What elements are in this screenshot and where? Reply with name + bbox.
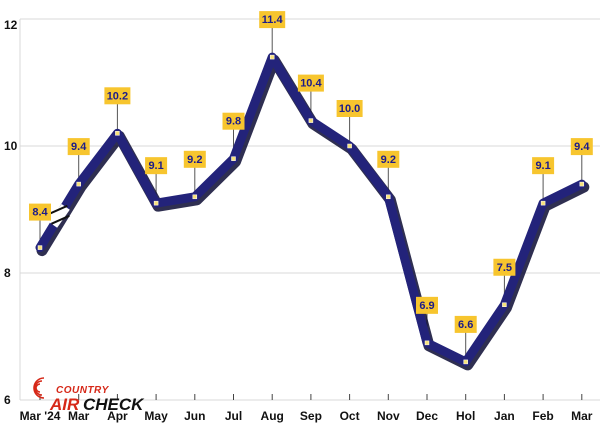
data-label: 10.0 (336, 100, 363, 117)
x-tick-label: Apr (107, 409, 128, 423)
data-point-marker (76, 181, 81, 187)
data-label-box (145, 157, 168, 175)
axis-break-slash-2 (50, 214, 70, 225)
x-tick-label: Feb (532, 409, 553, 423)
x-tick-label: Jul (225, 409, 242, 423)
data-label: 6.9 (416, 296, 438, 314)
data-label-box (454, 315, 477, 333)
x-tick-label: May (144, 409, 168, 423)
data-point-marker (37, 245, 43, 250)
data-label: 8.4 (29, 203, 51, 221)
data-label-text: 6.6 (458, 319, 473, 331)
data-label: 10.2 (104, 87, 131, 105)
data-label-box (259, 11, 286, 29)
data-labels: 8.4 9.4 10.2 9.1 9.2 9.8 11.4 10.4 10.0 9.2 6.9 6.6… (29, 11, 593, 333)
y-axis-tick-labels: 6 8 10 12 (4, 18, 18, 407)
logo-air-text: AIR (49, 395, 80, 414)
data-label-box (532, 157, 555, 175)
data-label: 10.4 (297, 74, 324, 92)
y-tick-label-10: 10 (4, 139, 18, 153)
data-point-marker (463, 359, 468, 365)
data-label-text: 9.4 (574, 141, 590, 153)
data-label: 9.4 (570, 138, 593, 156)
data-label-box (29, 203, 51, 221)
y-tick-label-12: 12 (4, 18, 18, 32)
x-tick-label: Jun (184, 409, 205, 423)
x-tick-label: Mar (68, 409, 90, 423)
radio-waves-icon (33, 377, 45, 399)
x-tick-label: Aug (261, 409, 284, 423)
data-label-box (222, 112, 245, 130)
data-point-marker (308, 118, 314, 123)
data-point-marker (386, 194, 391, 200)
data-label-box (493, 258, 516, 276)
data-label-box (336, 100, 363, 117)
data-label-text: 9.2 (187, 154, 202, 166)
data-label-text: 9.2 (381, 154, 396, 166)
data-label: 9.4 (67, 138, 90, 156)
data-label-text: 10.2 (107, 90, 128, 102)
data-label-box (67, 138, 90, 156)
series-line-shadow (36, 54, 590, 371)
x-tick-label: Jan (494, 409, 515, 423)
data-point-marker (579, 181, 585, 187)
data-label-text: 8.4 (32, 207, 48, 219)
x-tick-label: Sep (300, 409, 322, 423)
x-tick-label: Hol (456, 409, 475, 423)
data-label: 9.8 (222, 112, 245, 130)
data-label-box (377, 150, 400, 168)
data-label-text: 9.8 (226, 116, 241, 128)
data-label: 9.1 (532, 157, 555, 175)
data-label: 11.4 (259, 11, 286, 29)
x-tick-label: Dec (416, 409, 438, 423)
data-point-marker (231, 156, 236, 161)
country-aircheck-logo: COUNTRY AIR CHECK (33, 377, 145, 414)
x-tick-label: Nov (377, 409, 400, 423)
data-label: 6.6 (454, 315, 477, 333)
data-label-text: 10.0 (339, 103, 360, 115)
y-tick-label-8: 8 (4, 266, 11, 280)
axis-break-marker (48, 203, 70, 228)
x-tick-label: Mar '24 (20, 409, 61, 423)
data-point-marker (424, 340, 430, 346)
data-label-text: 9.1 (535, 160, 550, 172)
data-point-marker (192, 194, 198, 200)
data-label-text: 6.9 (419, 300, 434, 312)
y-tick-label-6: 6 (4, 393, 11, 407)
data-label-text: 10.4 (300, 78, 322, 90)
data-point-marker (540, 200, 546, 206)
data-point-marker (153, 200, 159, 206)
data-label-box (570, 138, 593, 156)
x-axis-tick-labels: Mar '24 Mar Apr May Jun Jul Aug Sep Oct Nov Dec Hol… (20, 394, 593, 423)
data-label-text: 11.4 (262, 14, 284, 26)
data-label-text: 9.4 (71, 141, 87, 153)
data-label-text: 9.1 (148, 160, 163, 172)
data-point-marker (115, 131, 120, 136)
data-label-box (104, 87, 131, 105)
x-tick-label: Oct (340, 409, 360, 423)
data-label: 9.2 (183, 150, 206, 168)
logo-country-text: COUNTRY (56, 385, 110, 396)
data-label: 9.1 (145, 157, 168, 175)
x-tick-label: Mar (571, 409, 593, 423)
data-label: 7.5 (493, 258, 516, 276)
data-label-box (183, 150, 206, 168)
data-label-text: 7.5 (497, 262, 512, 274)
logo-check-text: CHECK (83, 395, 145, 414)
data-label-box (416, 296, 438, 314)
data-point-markers (37, 54, 585, 365)
data-point-marker (269, 54, 275, 60)
data-point-marker (347, 143, 352, 149)
data-point-marker (502, 302, 507, 307)
axis-break-slash-1 (48, 204, 68, 215)
data-label-box (297, 74, 324, 92)
data-label: 9.2 (377, 150, 400, 168)
